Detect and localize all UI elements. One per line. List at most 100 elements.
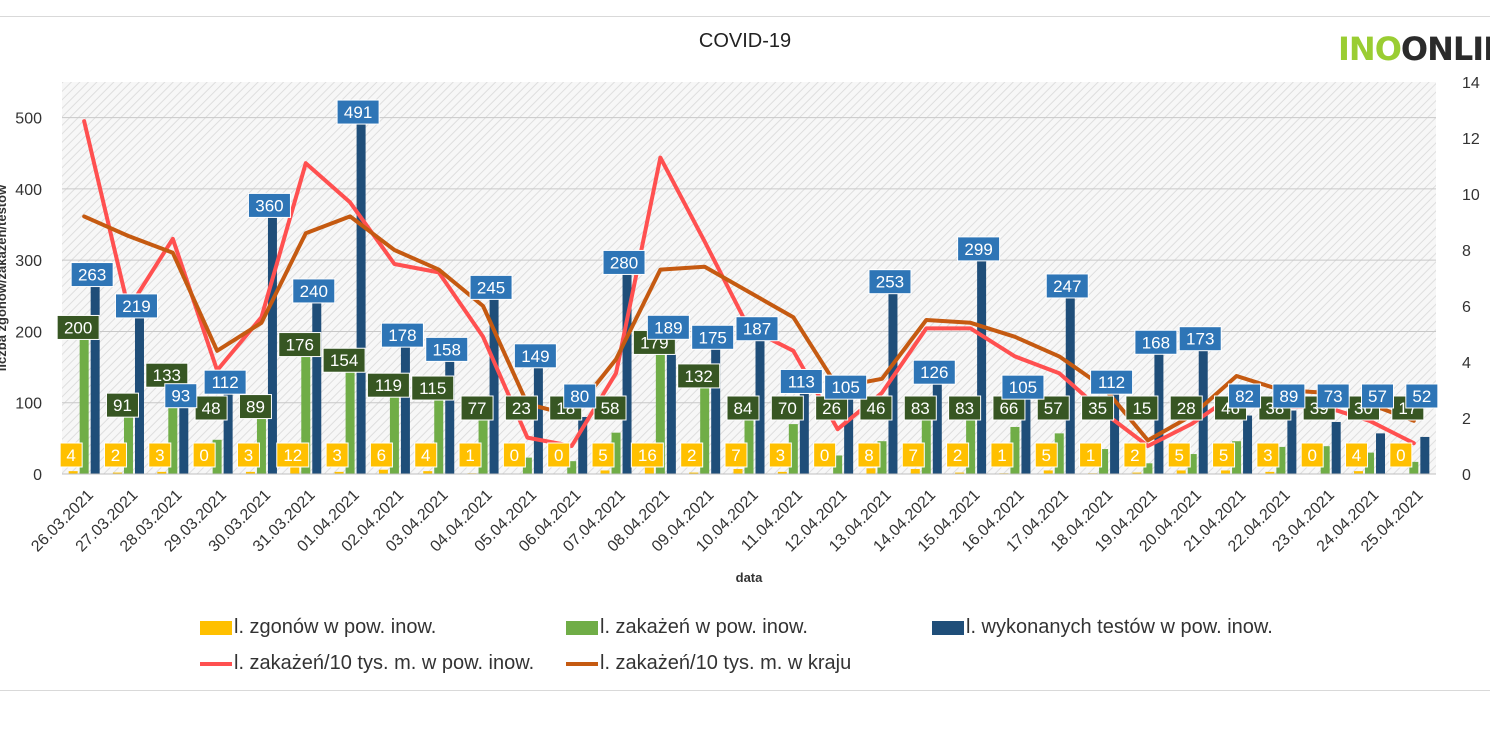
bar-infections — [123, 409, 133, 474]
data-label-tests: 73 — [1324, 387, 1343, 406]
bar-tests — [533, 367, 543, 474]
bar-infections — [1099, 449, 1109, 474]
data-label-box-deaths — [990, 442, 1014, 468]
bar-infections — [1010, 426, 1020, 474]
data-label-deaths: 0 — [820, 446, 829, 465]
bar-tests — [622, 274, 632, 474]
bar-tests — [267, 217, 277, 474]
data-label-box-infections — [504, 395, 538, 421]
data-label-infections: 83 — [911, 399, 930, 418]
data-label-box-infections — [194, 395, 228, 421]
data-label-box-tests — [1361, 383, 1395, 409]
data-label-box-tests — [1001, 374, 1045, 400]
data-label-tests: 105 — [831, 378, 859, 397]
data-label-box-tests — [1045, 273, 1089, 299]
data-label-infections: 119 — [375, 376, 402, 395]
data-label-box-deaths — [59, 442, 83, 468]
legend-swatch-deaths — [200, 620, 232, 635]
bar-tests — [578, 416, 588, 474]
bar-deaths — [290, 465, 300, 474]
bar-tests — [932, 384, 942, 474]
data-label-deaths: 5 — [1042, 446, 1051, 465]
data-label-infections: 83 — [955, 399, 974, 418]
bar-tests — [1198, 350, 1208, 474]
data-label-box-infections — [278, 332, 322, 358]
bar-infections — [1276, 446, 1286, 474]
data-label-box-tests — [70, 262, 114, 288]
data-label-box-infections — [1125, 395, 1159, 421]
data-label-box-deaths — [946, 442, 970, 468]
data-label-tests: 263 — [78, 266, 106, 285]
data-label-box-deaths — [369, 442, 393, 468]
data-label-box-deaths — [1345, 442, 1369, 468]
legend-swatch-infections — [566, 620, 598, 635]
bar-infections — [788, 424, 798, 474]
y-tick-label: 300 — [15, 253, 42, 270]
bar-deaths — [600, 470, 610, 474]
bar-infections — [79, 331, 89, 474]
bar-tests — [90, 286, 100, 474]
data-label-box-tests — [1405, 383, 1439, 409]
data-label-infections: 176 — [286, 336, 314, 355]
data-label-infections: 115 — [419, 379, 446, 398]
data-label-deaths: 12 — [283, 446, 302, 465]
chart-legend: l. zgonów w pow. inow. l. zakażeń w pow.… — [0, 612, 1490, 682]
data-label-box-deaths — [547, 442, 571, 468]
data-label-deaths: 4 — [66, 446, 75, 465]
data-label-box-tests — [868, 269, 912, 295]
data-label-tests: 168 — [1142, 333, 1170, 352]
data-label-box-infections — [322, 347, 366, 373]
bar-deaths — [423, 471, 433, 474]
bar-infections — [301, 348, 311, 474]
data-label-box-deaths — [502, 442, 526, 468]
legend-swatch-local-rate — [200, 661, 232, 666]
bar-deaths — [777, 471, 787, 474]
legend-item-tests: l. wykonanych testów w pow. inow. — [932, 616, 1273, 639]
y-axis-label: liczba zgonów/zakażeń/testów — [0, 184, 9, 371]
data-label-infections: 57 — [1044, 399, 1063, 418]
data-label-tests: 126 — [920, 363, 948, 382]
bar-infections — [700, 379, 710, 474]
legend-label-infections: l. zakażeń w pow. inow. — [600, 616, 808, 638]
y2-tick-label: 2 — [1462, 411, 1471, 428]
legend-label-deaths: l. zgonów w pow. inow. — [234, 616, 437, 638]
bar-deaths — [1265, 471, 1275, 474]
data-label-box-tests — [824, 374, 868, 400]
data-label-tests: 247 — [1053, 277, 1081, 296]
bar-tests — [1110, 394, 1120, 474]
top-border — [0, 16, 1490, 17]
data-label-box-infections — [460, 395, 494, 421]
legend-swatch-tests — [932, 620, 964, 635]
bar-infections — [567, 461, 577, 474]
data-label-deaths: 0 — [199, 446, 208, 465]
legend-label-local-rate: l. zakażeń/10 tys. m. w pow. inow. — [234, 652, 535, 674]
bar-infections — [256, 410, 266, 474]
data-label-box-deaths — [1300, 442, 1324, 468]
data-label-box-deaths — [1256, 442, 1280, 468]
bar-tests — [134, 317, 144, 474]
covid-chart: 4 2 3 0 3 12 3 6 4 1 0 0 5 16 2 7 3 0 8 7 2 1 5 1 2 5 5 3 0 4 02009113… — [0, 75, 1480, 585]
bar-infections — [655, 346, 665, 474]
bar-deaths — [1132, 472, 1142, 474]
data-label-infections: 133 — [153, 366, 181, 385]
data-label-box-infections — [593, 395, 627, 421]
data-label-box-deaths — [591, 442, 615, 468]
data-label-box-infections — [411, 375, 455, 401]
y-tick-label: 400 — [15, 182, 42, 199]
y-tick-label: 0 — [33, 467, 42, 484]
y-tick-label: 200 — [15, 324, 42, 341]
bar-deaths — [1176, 470, 1186, 474]
data-label-infections: 91 — [113, 396, 132, 415]
bar-tests — [977, 260, 987, 474]
bar-infections — [434, 392, 444, 474]
bar-tests — [312, 302, 322, 474]
data-label-box-deaths — [148, 442, 172, 468]
data-label-box-deaths — [236, 442, 260, 468]
y2-tick-label: 4 — [1462, 355, 1471, 372]
data-label-infections: 48 — [202, 399, 221, 418]
y2-tick-label: 0 — [1462, 467, 1471, 484]
data-label-box-deaths — [1079, 442, 1103, 468]
data-label-deaths: 1 — [997, 446, 1006, 465]
bar-infections — [744, 414, 754, 474]
data-label-box-deaths — [1389, 442, 1413, 468]
